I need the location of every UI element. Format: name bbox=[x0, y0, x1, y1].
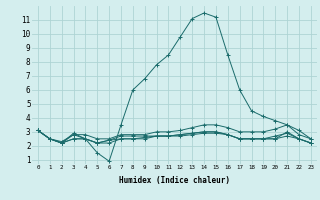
X-axis label: Humidex (Indice chaleur): Humidex (Indice chaleur) bbox=[119, 176, 230, 185]
